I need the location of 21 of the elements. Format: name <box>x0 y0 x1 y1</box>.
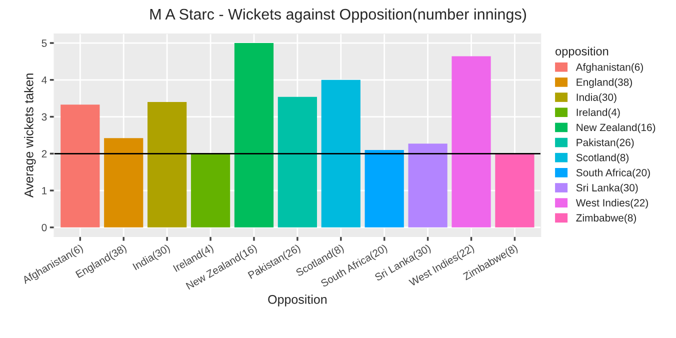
legend-label: Zimbabwe(8) <box>576 214 636 224</box>
legend-label: Ireland(4) <box>576 108 620 118</box>
y-tick-label: 1 <box>42 187 47 194</box>
legend-label: England(38) <box>576 78 632 88</box>
y-tick-label: 5 <box>42 40 47 47</box>
x-axis-title: Opposition <box>268 294 327 306</box>
legend-label: India(30) <box>576 93 616 103</box>
legend-label: Afghanistan(6) <box>576 63 643 73</box>
y-tick-label: 0 <box>42 224 47 232</box>
y-tick-label: 3 <box>42 113 47 121</box>
y-tick-label: 4 <box>42 76 47 84</box>
y-axis-title: Average wickets taken <box>24 74 36 198</box>
legend-label: West Indies(22) <box>576 198 648 209</box>
legend-label: Scotland(8) <box>576 154 628 164</box>
legend-label: Pakistan(26) <box>576 138 634 148</box>
legend-label: New Zealand(16) <box>576 123 656 134</box>
legend-label: South Africa(20) <box>576 168 650 178</box>
legend-title: opposition <box>556 46 608 58</box>
chart-title: M A Starc - Wickets against Opposition(number innings) <box>150 8 526 23</box>
legend-label: Sri Lanka(30) <box>576 184 638 194</box>
y-tick-label: 2 <box>42 150 47 158</box>
